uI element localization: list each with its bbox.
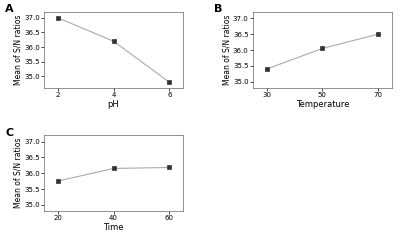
X-axis label: pH: pH — [108, 100, 120, 108]
Text: B: B — [214, 4, 222, 14]
Text: A: A — [5, 4, 14, 14]
Y-axis label: Mean of S/N ratios: Mean of S/N ratios — [14, 15, 23, 85]
Y-axis label: Mean of S/N ratios: Mean of S/N ratios — [14, 138, 23, 208]
X-axis label: Time: Time — [103, 223, 124, 232]
Y-axis label: Mean of S/N ratios: Mean of S/N ratios — [222, 15, 232, 85]
Text: C: C — [5, 128, 13, 138]
X-axis label: Temperature: Temperature — [296, 100, 349, 108]
